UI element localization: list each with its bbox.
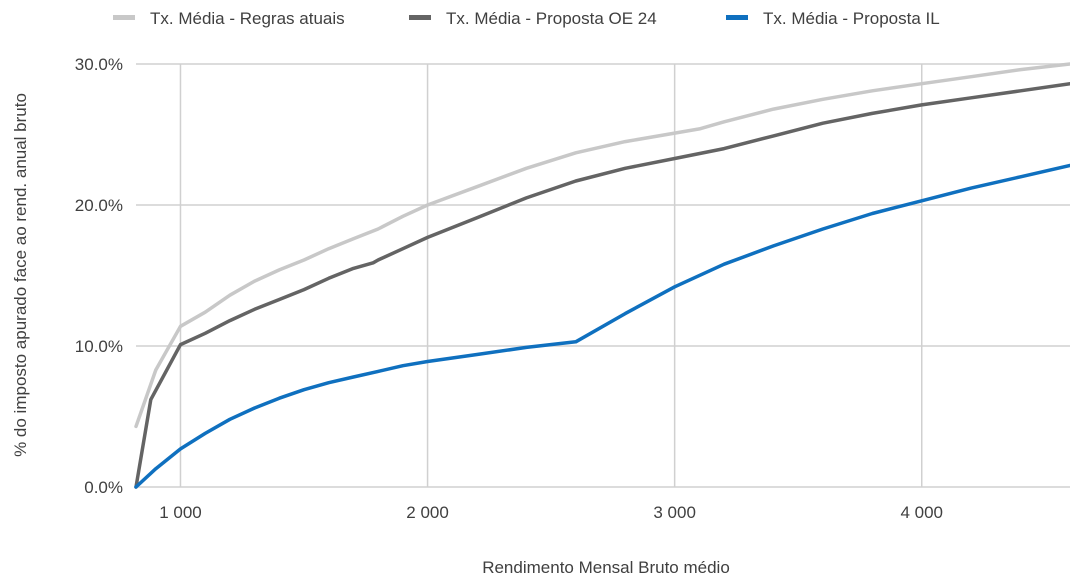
y-axis-title: % do imposto apurado face ao rend. anual… bbox=[11, 93, 30, 457]
y-tick-label: 30.0% bbox=[75, 55, 123, 74]
x-axis-ticks: 1 000 2 000 3 000 4 000 bbox=[159, 503, 943, 522]
series-lines bbox=[134, 62, 1070, 489]
y-axis-ticks: 0.0% 10.0% 20.0% 30.0% bbox=[75, 55, 123, 497]
legend: Tx. Média - Regras atuais Tx. Média - Pr… bbox=[113, 9, 940, 28]
x-tick-label: 4 000 bbox=[900, 503, 943, 522]
y-tick-label: 20.0% bbox=[75, 196, 123, 215]
y-tick-label: 10.0% bbox=[75, 337, 123, 356]
series-line-regras-atuais bbox=[134, 62, 1070, 429]
x-tick-label: 3 000 bbox=[653, 503, 696, 522]
x-tick-label: 1 000 bbox=[159, 503, 202, 522]
gridlines bbox=[136, 63, 1070, 488]
series-line-proposta-il bbox=[134, 163, 1070, 489]
y-tick-label: 0.0% bbox=[84, 478, 123, 497]
legend-swatch-regras-atuais bbox=[113, 15, 135, 20]
legend-label-proposta-oe24: Tx. Média - Proposta OE 24 bbox=[446, 9, 657, 28]
legend-label-proposta-il: Tx. Média - Proposta IL bbox=[763, 9, 940, 28]
legend-swatch-proposta-il bbox=[726, 15, 748, 20]
series-line-proposta-oe24 bbox=[134, 81, 1070, 489]
x-tick-label: 2 000 bbox=[406, 503, 449, 522]
legend-label-regras-atuais: Tx. Média - Regras atuais bbox=[150, 9, 345, 28]
x-axis-title: Rendimento Mensal Bruto médio bbox=[482, 558, 730, 576]
legend-swatch-proposta-oe24 bbox=[409, 15, 431, 20]
